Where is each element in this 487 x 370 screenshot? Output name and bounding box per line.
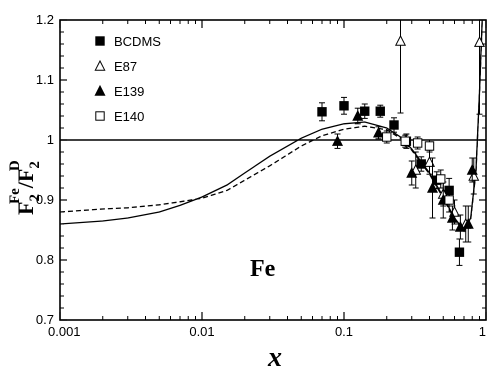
- legend-marker-bcdms: [95, 36, 105, 46]
- legend-marker-e139: [94, 84, 106, 96]
- legend-marker-e87: [94, 59, 106, 71]
- x-tick-label: 0.01: [189, 324, 214, 339]
- plot-frame: [59, 19, 487, 321]
- x-tick-label: 1: [479, 324, 486, 339]
- e139-point: [454, 220, 466, 232]
- e140-point: [412, 138, 423, 148]
- y-tick-label: 1.1: [36, 72, 54, 87]
- points-layer: [317, 20, 486, 266]
- y-tick-label: 0.8: [36, 252, 54, 267]
- e139-point: [372, 126, 385, 138]
- bcdms-point: [389, 120, 399, 130]
- legend-label-e139: E139: [114, 84, 144, 99]
- legend: BCDMS E87 E139 E140: [94, 34, 161, 124]
- bcdms-point: [317, 107, 327, 117]
- bcdms-point: [416, 159, 426, 169]
- y-tick-label: 0.9: [36, 192, 54, 207]
- y-tick-label: 0.7: [36, 312, 54, 327]
- e139-point: [426, 181, 439, 193]
- e87-point: [394, 34, 407, 46]
- e139-point: [466, 163, 478, 175]
- e87-point: [468, 169, 480, 181]
- y-label-slash: /: [13, 181, 38, 189]
- bcdms-point: [454, 247, 465, 257]
- e140-point: [382, 132, 392, 142]
- axes-layer: 0.7 0.8 0.9 1 1.1 1.2 0.001 0.01 0.1 1: [36, 12, 487, 339]
- e140-point: [444, 195, 454, 205]
- y-label-f2: F: [13, 169, 38, 182]
- dashed-curve: [59, 19, 483, 233]
- bcdms-point: [360, 106, 370, 116]
- e87-point: [473, 36, 486, 47]
- legend-marker-e140: [95, 111, 105, 121]
- y-axis-label: F2Fe/F2D: [7, 160, 43, 215]
- annotation-label: Fe: [250, 256, 276, 282]
- e139-point: [446, 211, 458, 223]
- bcdms-point: [375, 106, 385, 116]
- legend-label-bcdms: BCDMS: [114, 34, 161, 49]
- y-tick-label: 1: [47, 132, 54, 147]
- e139-point: [462, 217, 474, 229]
- e140-point: [436, 174, 446, 184]
- x-tick-label: 0.001: [48, 324, 81, 339]
- y-label-sup2: D: [7, 160, 23, 171]
- legend-label-e87: E87: [114, 59, 137, 74]
- e139-point: [406, 166, 418, 178]
- y-label-f: F: [13, 202, 38, 215]
- y-label-sup: Fe: [7, 188, 23, 204]
- x-axis-label: x: [267, 342, 282, 370]
- x-tick-label: 0.1: [335, 324, 353, 339]
- bcdms-point: [339, 101, 349, 111]
- legend-label-e140: E140: [114, 109, 144, 124]
- y-tick-label: 1.2: [36, 12, 54, 27]
- curves-layer: [59, 19, 483, 233]
- e140-point: [424, 141, 435, 151]
- y-label-sub2: 2: [27, 161, 43, 169]
- e140-point: [400, 136, 410, 146]
- solid-curve: [59, 19, 483, 232]
- e139-point: [331, 135, 344, 146]
- y-label-sub: 2: [27, 194, 43, 202]
- e139-point: [352, 109, 364, 121]
- e87-point: [423, 156, 436, 167]
